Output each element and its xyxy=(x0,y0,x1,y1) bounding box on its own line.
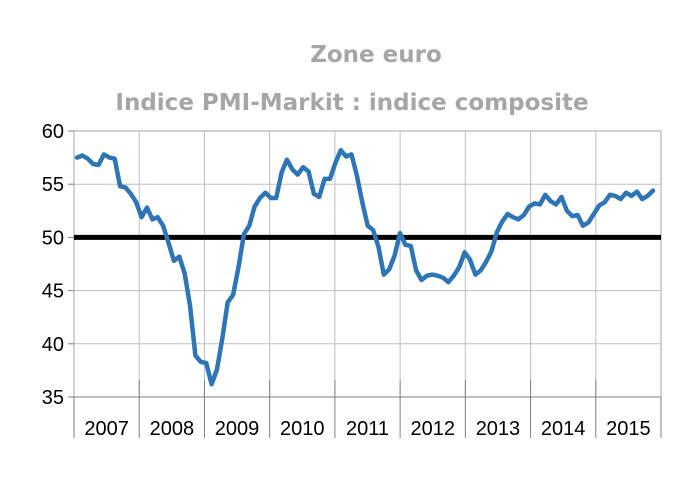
chart-title: Zone euro xyxy=(310,42,442,68)
x-tick-label: 2011 xyxy=(346,418,389,440)
series-line xyxy=(74,147,656,387)
y-tick-label: 45 xyxy=(42,281,64,303)
y-tick-label: 55 xyxy=(42,174,64,196)
chart-subtitle: Indice PMI-Markit : indice composite xyxy=(115,90,588,116)
x-tick-label: 2015 xyxy=(606,418,651,440)
y-tick-label: 50 xyxy=(42,227,64,249)
y-tick-label: 60 xyxy=(42,121,64,143)
x-tick-label: 2014 xyxy=(541,418,586,440)
x-tick-label: 2008 xyxy=(150,418,195,440)
x-tick-label: 2013 xyxy=(476,418,521,440)
plot-area: 35 40 45 50 55 60 2007 2008 2009 2010 2011 2012 2013… xyxy=(42,121,662,440)
x-tick-label: 2010 xyxy=(280,418,325,440)
x-tick-label: 2012 xyxy=(410,418,455,440)
y-tick-label: 35 xyxy=(42,387,64,409)
plot-frame xyxy=(73,130,662,398)
y-tick-label: 40 xyxy=(42,334,64,356)
x-tick-label: 2007 xyxy=(84,418,129,440)
x-tick-label: 2009 xyxy=(215,418,260,440)
